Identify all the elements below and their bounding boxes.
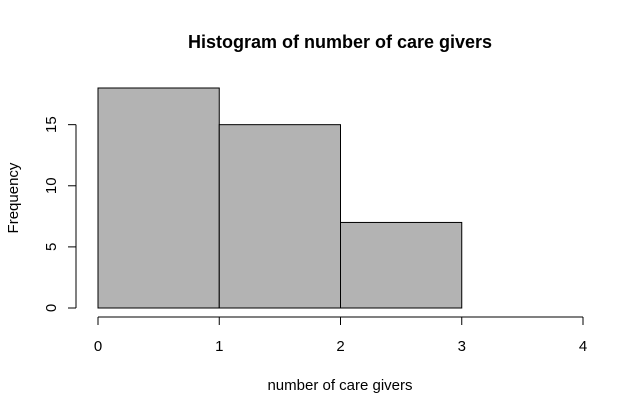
x-tick-label-4: 4 [579, 338, 587, 355]
histogram-bar-2 [340, 221, 463, 309]
histogram-bar-1 [218, 124, 341, 309]
x-tick-label-2: 2 [336, 338, 344, 355]
x-tick-label-0: 0 [94, 338, 102, 355]
x-axis: 0 1 2 3 4 [94, 316, 587, 355]
y-axis-label: Frequency [5, 162, 22, 233]
bars-layer [97, 87, 463, 309]
x-tick-label-3: 3 [458, 338, 466, 355]
y-tick-label-0: 0 [43, 304, 60, 312]
y-axis: 0 5 10 15 [43, 116, 77, 312]
chart-title: Histogram of number of care givers [188, 32, 492, 52]
y-tick-label-1: 5 [43, 243, 60, 251]
x-tick-label-1: 1 [215, 338, 223, 355]
x-axis-label: number of care givers [267, 377, 412, 394]
y-tick-label-3: 15 [43, 116, 60, 133]
histogram-bar-0 [97, 87, 220, 309]
y-tick-label-2: 10 [43, 177, 60, 194]
